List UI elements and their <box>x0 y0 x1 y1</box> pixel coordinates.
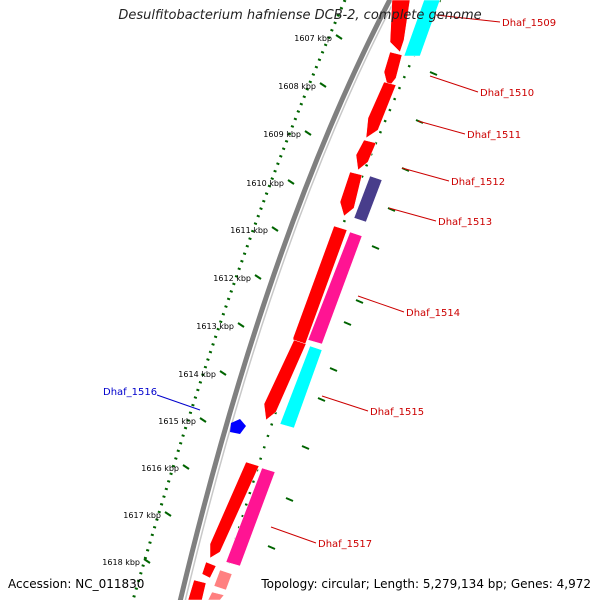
gene-label[interactable]: Dhaf_1510 <box>480 88 534 99</box>
ruler-tick <box>271 226 279 232</box>
ruler-label: 1614 kbp <box>178 370 216 379</box>
ruler-labels: 1607 kbp 1608 kbp 1609 kbp 1610 kbp 1611 kbp… <box>102 34 343 567</box>
gene-feature[interactable] <box>213 569 233 591</box>
gene-label[interactable]: Dhaf_1509 <box>502 18 556 29</box>
ruler-tick <box>182 464 190 470</box>
gene-label[interactable]: Dhaf_1517 <box>318 539 372 550</box>
ruler-label: 1616 kbp <box>141 464 179 473</box>
ruler-tick <box>164 511 172 517</box>
gene-labels: Dhaf_1509 Dhaf_1510 Dhaf_1511 Dhaf_1512 Dhaf… <box>103 14 556 550</box>
gene-feature[interactable] <box>383 51 403 89</box>
ruler-tick <box>254 274 262 280</box>
topology-text: Topology: circular; Length: 5,279,134 bp… <box>261 577 591 591</box>
ruler-tick <box>319 82 327 88</box>
gene-feature[interactable] <box>365 81 397 139</box>
ruler-tick <box>143 558 151 564</box>
track-tick <box>267 545 276 550</box>
ruler-label: 1612 kbp <box>213 274 251 283</box>
ruler-tick <box>219 370 227 376</box>
track-tick <box>301 445 310 450</box>
ruler-label: 1608 kbp <box>278 82 316 91</box>
gene-leader-line <box>435 14 501 23</box>
map-title: Desulfitobacterium hafniense DCB-2, comp… <box>118 8 482 23</box>
gene-feature[interactable] <box>355 139 377 171</box>
gene-feature[interactable] <box>187 579 207 600</box>
gene-feature[interactable] <box>209 461 260 559</box>
ruler-label: 1607 kbp <box>294 34 332 43</box>
gene-label[interactable]: Dhaf_1515 <box>370 407 424 418</box>
ruler-label: 1615 kbp <box>158 417 196 426</box>
ruler-tick <box>199 417 207 423</box>
ruler-label: 1617 kbp <box>123 511 161 520</box>
track-tick <box>355 299 364 304</box>
gene-leader-line <box>156 394 201 411</box>
gene-feature[interactable] <box>389 0 411 53</box>
ruler-tick <box>287 179 295 185</box>
gene-feature[interactable] <box>263 339 307 421</box>
genome-backbone <box>177 0 393 600</box>
gene-feature[interactable] <box>403 0 441 57</box>
gene-leader-line <box>357 295 405 313</box>
track-tick <box>285 497 294 502</box>
ruler-tick <box>304 130 312 136</box>
ruler-tick <box>237 322 245 328</box>
track-tick <box>343 321 352 326</box>
gene-leader-line <box>401 167 450 182</box>
gene-feature[interactable] <box>225 467 276 567</box>
track-tick <box>371 245 380 250</box>
gene-leader-line <box>429 75 479 93</box>
ruler-tick <box>335 34 343 40</box>
gene-feature[interactable] <box>230 419 246 434</box>
gene-feature[interactable] <box>353 175 383 223</box>
gene-features <box>187 0 441 600</box>
ruler-label: 1618 kbp <box>102 558 140 567</box>
track-tick <box>329 367 338 372</box>
gene-leader-line <box>270 526 317 544</box>
gene-feature[interactable] <box>307 231 363 345</box>
gene-leader-line <box>388 207 437 222</box>
ruler-label: 1610 kbp <box>246 179 284 188</box>
ruler-label: 1611 kbp <box>230 226 268 235</box>
gene-label[interactable]: Dhaf_1514 <box>406 308 460 319</box>
gene-label[interactable]: Dhaf_1513 <box>438 217 492 228</box>
gene-feature[interactable] <box>207 591 225 600</box>
gene-label[interactable]: Dhaf_1511 <box>467 130 521 141</box>
track-tick <box>429 71 438 76</box>
gene-feature[interactable] <box>279 345 323 429</box>
gene-label[interactable]: Dhaf_1512 <box>451 177 505 188</box>
gene-leader-line <box>417 120 466 135</box>
gene-leader-line <box>321 395 369 412</box>
gene-label[interactable]: Dhaf_1516 <box>103 387 157 398</box>
kbp-ruler-line <box>131 0 347 600</box>
gene-feature[interactable] <box>339 171 363 217</box>
track-tick <box>317 397 326 402</box>
genome-backbone-shadow <box>184 0 396 600</box>
accession-text: Accession: NC_011830 <box>8 577 145 591</box>
ruler-label: 1613 kbp <box>196 322 234 331</box>
ruler-label: 1609 kbp <box>263 130 301 139</box>
gene-feature[interactable] <box>201 561 217 579</box>
